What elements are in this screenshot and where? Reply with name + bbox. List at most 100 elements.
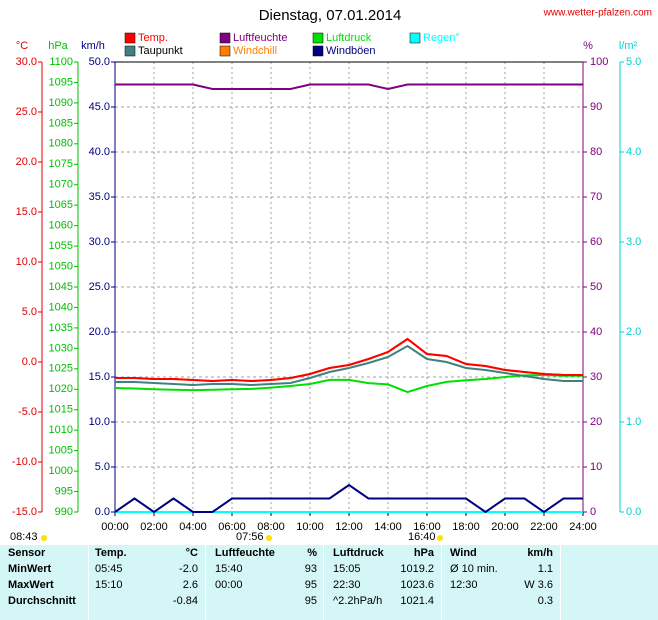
table-cell: hPa [413, 547, 434, 559]
table-cell: ^2.2hPa/h [333, 595, 383, 607]
y-tick-label: 1015 [49, 404, 73, 416]
y-tick-label: 10 [590, 461, 602, 473]
table-cell: °C [185, 547, 198, 559]
x-tick-label: 04:00 [179, 521, 207, 533]
legend-label: Taupunkt [138, 45, 183, 57]
x-tick-label: 02:00 [140, 521, 168, 533]
y-tick-label: 1070 [49, 179, 73, 191]
y-tick-label: 0.0 [626, 506, 641, 518]
annotation: 07:56 [236, 531, 264, 543]
series-line [114, 483, 583, 514]
series-line [115, 344, 583, 387]
column-separator [560, 545, 561, 620]
y-tick-label: 35.0 [89, 191, 110, 203]
table-cell: 15:10 [95, 579, 123, 591]
table-cell: 1.1 [537, 563, 553, 575]
sun-icon [266, 535, 272, 541]
y-tick-label: 15.0 [89, 371, 110, 383]
legend-label: Luftdruck [326, 32, 372, 44]
table-cell: -0.84 [172, 595, 198, 607]
table-cell: MinWert [8, 563, 52, 575]
table-cell: 95 [304, 595, 317, 607]
y-tick-label: -5.0 [18, 406, 37, 418]
x-tick-label: 14:00 [374, 521, 402, 533]
y-tick-label: 70 [590, 191, 602, 203]
y-tick-label: 25.0 [16, 106, 37, 118]
table-cell: 2.6 [182, 579, 198, 591]
y-tick-label: 10.0 [89, 416, 110, 428]
stats-table: Sensor Temp. °C Luftfeuchte% Luftdruck hPa Win… [0, 545, 658, 620]
table-cell: km/h [527, 547, 553, 559]
x-tick-label: 22:00 [530, 521, 558, 533]
y-tick-label: 1075 [49, 158, 73, 170]
y-tick-label: 30.0 [89, 236, 110, 248]
y-tick-label: 2.0 [626, 326, 641, 338]
y-tick-label: 1.0 [626, 416, 641, 428]
y-tick-label: 100 [590, 56, 608, 68]
y-tick-label: 1040 [49, 301, 73, 313]
legend-swatch [312, 45, 324, 57]
table-cell: Sensor [8, 547, 46, 559]
x-tick-label: 00:00 [101, 521, 129, 533]
sun-icon [437, 535, 443, 541]
table-cell: W 3.6 [524, 579, 553, 591]
y-tick-label: 0.0 [22, 356, 37, 368]
y-tick-label: 0 [590, 506, 596, 518]
legend-swatch [124, 32, 136, 44]
y-tick-label: 1065 [49, 199, 73, 211]
y-tick-label: 1020 [49, 383, 73, 395]
table-cell: 93 [304, 563, 317, 575]
y-tick-label: 1045 [49, 281, 73, 293]
legend-swatch [312, 32, 324, 44]
table-cell: 12:30 [450, 579, 478, 591]
legend-swatch [219, 32, 231, 44]
site-label: www.wetter-pfalzen.com [543, 8, 652, 19]
y-tick-label: 990 [55, 506, 73, 518]
y-tick-label: 30.0 [16, 56, 37, 68]
table-cell: 15:40 [215, 563, 243, 575]
y-tick-label: 45.0 [89, 101, 110, 113]
y-tick-label: 5.0 [626, 56, 641, 68]
table-cell: Wind [450, 547, 477, 559]
table-cell: 00:00 [215, 579, 243, 591]
y-tick-label: 1085 [49, 117, 73, 129]
y-tick-label: 4.0 [626, 146, 641, 158]
y-tick-label: 1100 [49, 56, 73, 68]
y-tick-label: 1060 [49, 220, 73, 232]
y-tick-label: 20.0 [16, 156, 37, 168]
legend-swatch [219, 45, 231, 57]
y-tick-label: 50 [590, 281, 602, 293]
column-separator [88, 545, 89, 620]
legend-label: Temp. [138, 32, 168, 44]
table-cell: 1021.4 [400, 595, 434, 607]
x-tick-label: 06:00 [218, 521, 246, 533]
y-tick-label: 1010 [49, 424, 73, 436]
column-separator [441, 545, 442, 620]
x-tick-label: 12:00 [335, 521, 363, 533]
chart: Dienstag, 07.01.2014 www.wetter-pfalzen.… [10, 7, 652, 543]
x-tick-label: 16:00 [413, 521, 441, 533]
y-tick-label: 90 [590, 101, 602, 113]
axis-unit: hPa [48, 40, 68, 52]
y-tick-label: 1095 [49, 76, 73, 88]
y-tick-label: 1000 [49, 465, 73, 477]
table-cell: % [307, 547, 317, 559]
legend-swatch [409, 32, 421, 44]
y-tick-label: 3.0 [626, 236, 641, 248]
x-tick-label: 24:00 [569, 521, 597, 533]
x-tick-label: 10:00 [296, 521, 324, 533]
table-cell: Ø 10 min. [450, 563, 498, 575]
y-tick-label: 10.0 [16, 256, 37, 268]
y-tick-label: -15.0 [12, 506, 37, 518]
y-tick-label: 5.0 [22, 306, 37, 318]
axis-unit: °C [16, 40, 28, 52]
table-cell: -2.0 [179, 563, 198, 575]
table-cell: Durchschnitt [8, 595, 76, 607]
series-line [114, 373, 583, 394]
y-tick-label: 20.0 [89, 326, 110, 338]
annotation: 08:43 [10, 531, 38, 543]
legend-label: Windböen [326, 45, 376, 57]
series-line [115, 83, 583, 91]
sun-icon [41, 535, 47, 541]
